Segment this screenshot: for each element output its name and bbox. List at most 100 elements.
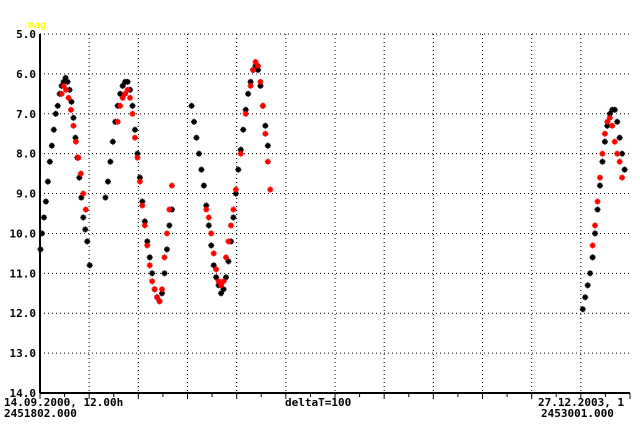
data-point-red <box>146 262 153 269</box>
data-point-black <box>200 182 207 189</box>
data-point-black <box>210 262 217 269</box>
footer-left-date: 14.09.2000, 12.00h <box>4 396 123 409</box>
data-point-black <box>40 214 47 221</box>
data-point-red <box>250 66 257 73</box>
data-point-red <box>225 238 232 245</box>
y-axis-label: mag <box>28 20 46 31</box>
data-point-red <box>227 222 234 229</box>
data-point-black <box>579 306 586 313</box>
data-point-red <box>614 150 621 157</box>
data-point-black <box>594 206 601 213</box>
data-point-black <box>205 222 212 229</box>
footer-right-date: 27.12.2003, 1 <box>538 396 624 409</box>
data-point-red <box>144 242 151 249</box>
data-point-black <box>37 246 44 253</box>
footer-center: deltaT=100 <box>285 396 351 409</box>
data-point-red <box>70 122 77 129</box>
data-point-red <box>589 242 596 249</box>
data-point-black <box>208 242 215 249</box>
data-point-red <box>168 182 175 189</box>
data-point-red <box>267 186 274 193</box>
data-point-red <box>609 122 616 129</box>
data-point-red <box>203 206 210 213</box>
data-point-red <box>139 202 146 209</box>
data-point-red <box>262 130 269 137</box>
data-point-black <box>193 134 200 141</box>
data-point-black <box>611 106 618 113</box>
data-point-black <box>70 114 77 121</box>
data-point-black <box>42 198 49 205</box>
data-point-black <box>240 126 247 133</box>
y-tick-labels: 5.0 6.0 7.0 8.0 9.0 10.0 11.0 12.0 13.0 14.0 <box>10 28 37 400</box>
y-tick-label: 14.0 <box>10 387 37 400</box>
data-point-red <box>156 298 163 305</box>
data-point-black <box>84 238 91 245</box>
x-tick-marks <box>39 393 631 399</box>
data-point-black <box>54 102 61 109</box>
data-point-black <box>589 254 596 261</box>
data-point-red <box>601 130 608 137</box>
data-point-black <box>46 158 53 165</box>
data-point-black <box>139 198 146 205</box>
data-point-red <box>242 110 249 117</box>
data-point-black <box>582 294 589 301</box>
data-point-black <box>68 98 75 105</box>
data-point-red <box>136 178 143 185</box>
data-point-red <box>218 282 225 289</box>
data-point-black <box>50 126 57 133</box>
data-point-red <box>210 250 217 257</box>
data-point-black <box>166 222 173 229</box>
data-point-red <box>134 154 141 161</box>
data-point-red <box>606 114 613 121</box>
data-point-black <box>86 262 93 269</box>
data-point-black <box>80 214 87 221</box>
footer-right-jd: 2453001.000 <box>541 407 614 420</box>
data-point-red <box>166 206 173 213</box>
y-tick-label: 13.0 <box>10 347 37 360</box>
data-point-black <box>131 126 138 133</box>
data-point-red <box>220 278 227 285</box>
data-point-red <box>619 174 626 181</box>
data-point-red <box>163 230 170 237</box>
data-point-red <box>596 174 603 181</box>
y-tick-label: 10.0 <box>10 227 37 240</box>
data-point-red <box>232 186 239 193</box>
data-point-black <box>161 270 168 277</box>
data-point-red <box>68 106 75 113</box>
data-point-red <box>259 102 266 109</box>
data-point-red <box>149 278 156 285</box>
data-point-black <box>195 150 202 157</box>
data-point-black <box>149 270 156 277</box>
y-tick-label: 5.0 <box>16 28 36 41</box>
data-point-red <box>611 138 618 145</box>
data-point-black <box>592 230 599 237</box>
data-point-black <box>213 274 220 281</box>
data-point-black <box>225 258 232 265</box>
data-point-black <box>163 246 170 253</box>
data-point-black <box>223 274 230 281</box>
data-point-black <box>109 138 116 145</box>
data-point-black <box>621 166 628 173</box>
data-point-red <box>223 254 230 261</box>
data-point-red <box>72 138 79 145</box>
data-point-black <box>257 82 264 89</box>
y-tick-label: 9.0 <box>16 188 36 201</box>
data-point-red <box>75 154 82 161</box>
data-point-red <box>63 86 70 93</box>
data-point-red <box>594 198 601 205</box>
data-point-red <box>114 118 121 125</box>
data-point-red <box>119 94 126 101</box>
data-point-black <box>102 194 109 201</box>
data-point-red <box>82 206 89 213</box>
data-point-black <box>245 90 252 97</box>
data-point-black <box>124 78 131 85</box>
data-point-red <box>60 82 67 89</box>
data-point-red <box>159 286 166 293</box>
data-point-black <box>587 270 594 277</box>
data-point-black <box>218 290 225 297</box>
data-point-red <box>205 214 212 221</box>
data-point-black <box>616 134 623 141</box>
data-point-black <box>48 142 55 149</box>
data-point-black <box>141 218 148 225</box>
